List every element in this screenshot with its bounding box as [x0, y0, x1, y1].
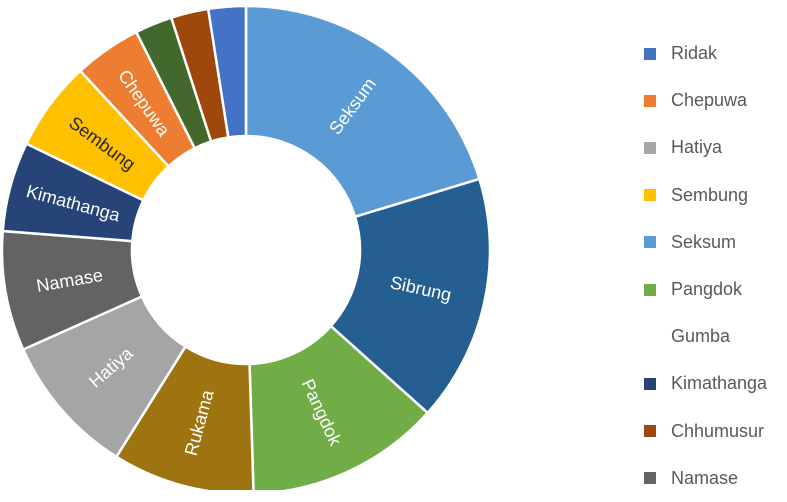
- legend-item: Ridak: [644, 30, 767, 77]
- legend-item: Chhumusur: [644, 408, 767, 455]
- legend-item: Hatiya: [644, 124, 767, 171]
- legend-label: Chepuwa: [671, 90, 748, 111]
- legend-label: Sembung: [671, 184, 749, 205]
- legend-label: Kimathanga: [671, 373, 768, 394]
- legend-item: Gumba: [644, 313, 767, 360]
- legend-item: Seksum: [644, 219, 767, 266]
- legend-item: Sembung: [644, 172, 767, 219]
- legend-swatch: [644, 47, 656, 60]
- donut-slice-11: [206, 4, 248, 139]
- donut-slice-seksum: [244, 4, 481, 219]
- legend-swatch: [644, 425, 656, 438]
- donut-slice-pangdok: [248, 324, 430, 490]
- legend-item: Namase: [644, 455, 767, 502]
- legend-label: Pangdok: [671, 279, 743, 300]
- legend-swatch: [644, 331, 656, 343]
- legend-item: Pangdok: [644, 266, 767, 313]
- legend-label: Ridak: [671, 43, 718, 64]
- legend-label: Hatiya: [671, 137, 723, 158]
- legend-label: Gumba: [671, 326, 731, 347]
- donut-slice-sibrung: [329, 177, 492, 415]
- legend-swatch: [644, 94, 656, 107]
- legend-swatch: [644, 377, 656, 390]
- chart-legend: Ridak Chepuwa Hatiya Sembung Seksum Pangdok Gu…: [644, 30, 767, 502]
- legend-label: Namase: [671, 467, 739, 488]
- legend-swatch: [644, 189, 656, 202]
- legend-swatch: [644, 472, 656, 485]
- donut-chart: SeksumSibrungPangdokRukamaHatiyaNamaseKi…: [0, 4, 492, 490]
- legend-swatch: [644, 283, 656, 296]
- legend-label: Seksum: [671, 231, 737, 252]
- legend-item: Chepuwa: [644, 77, 767, 124]
- legend-swatch: [644, 141, 656, 154]
- legend-item: Kimathanga: [644, 360, 767, 407]
- legend-label: Chhumusur: [671, 420, 765, 441]
- legend-swatch: [644, 236, 656, 249]
